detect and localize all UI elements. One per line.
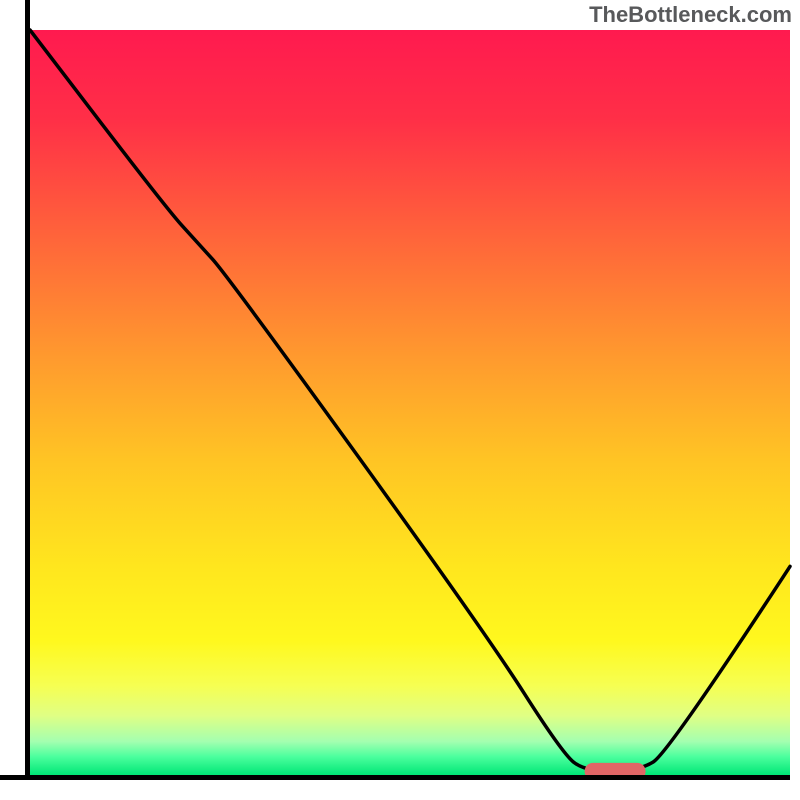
bottleneck-chart: TheBottleneck.com (0, 0, 800, 800)
curve-path (30, 30, 790, 771)
performance-curve (30, 30, 790, 775)
watermark-text: TheBottleneck.com (589, 2, 792, 28)
y-axis-line (25, 0, 30, 780)
x-axis-line (0, 775, 790, 780)
plot-area (30, 30, 790, 775)
